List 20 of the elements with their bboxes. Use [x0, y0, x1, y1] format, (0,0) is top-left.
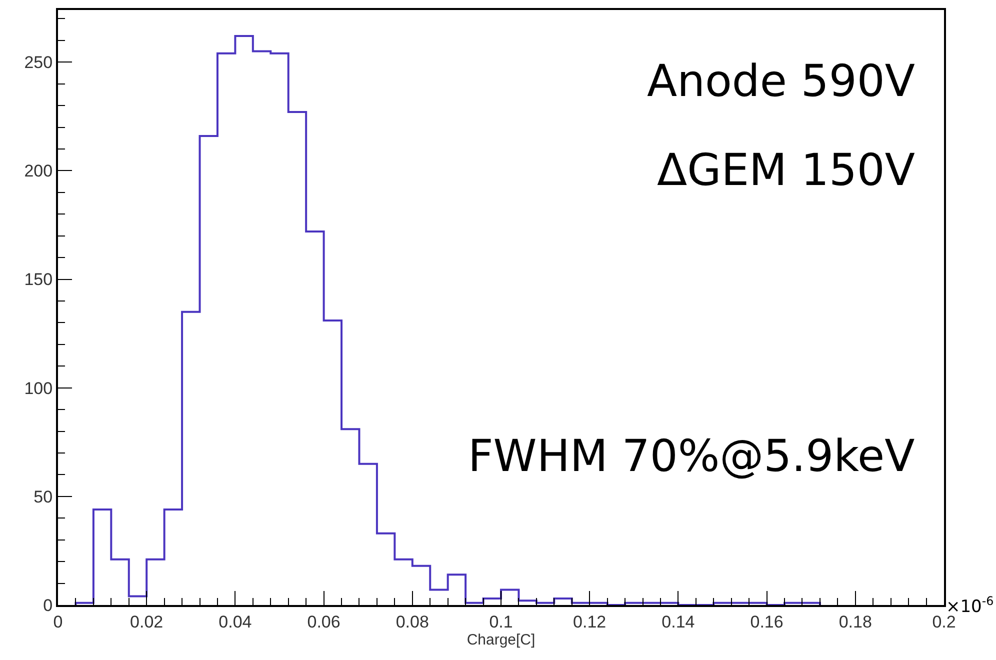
annotation: FWHM 70%@5.9keV	[468, 431, 915, 482]
x-tick-label: 0.12	[573, 612, 606, 632]
x-tick-label: 0.16	[750, 612, 784, 632]
x-tick-label: 0.06	[307, 612, 340, 632]
annotation: ΔGEM 150V	[657, 145, 916, 196]
x-tick-label: 0.08	[396, 612, 429, 632]
x-tick-label: 0.14	[662, 612, 695, 632]
x-tick-label: 0.2	[932, 612, 956, 632]
annotation: Anode 590V	[647, 56, 915, 107]
x-tick-label: 0.02	[130, 612, 164, 632]
y-tick-label: 100	[24, 378, 53, 398]
y-tick-label: 0	[43, 596, 53, 615]
y-tick-label: 200	[24, 162, 53, 181]
y-tick-label: 50	[34, 487, 53, 506]
y-tick-label: 250	[24, 53, 53, 72]
x-axis-title: Charge[C]	[466, 631, 536, 648]
x-tick-label: 0.1	[489, 612, 513, 632]
x-tick-label: 0.04	[218, 612, 252, 632]
y-tick-label: 150	[24, 270, 53, 290]
x-tick-label: 0.18	[838, 612, 872, 632]
